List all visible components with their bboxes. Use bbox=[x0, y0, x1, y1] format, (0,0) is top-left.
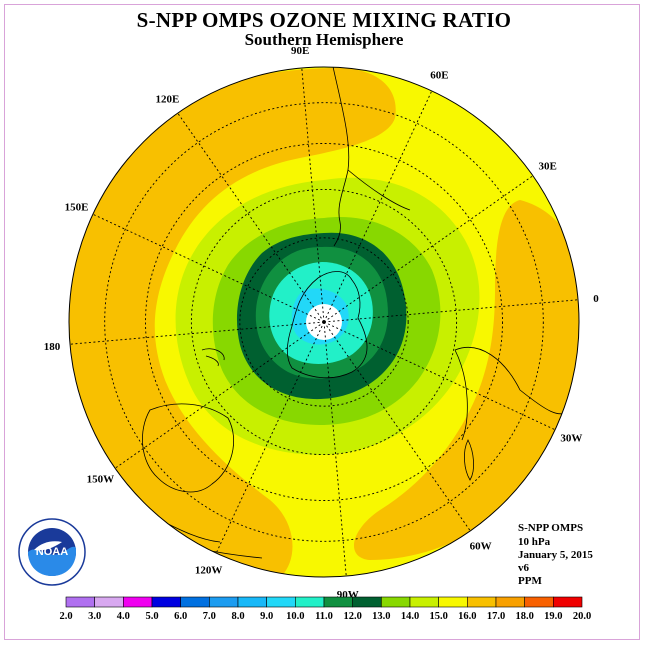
longitude-label: 180 bbox=[44, 341, 61, 353]
meridian-line bbox=[215, 321, 325, 554]
coast-australia bbox=[142, 403, 235, 493]
coast-africa bbox=[454, 347, 571, 441]
meridian-line bbox=[69, 321, 325, 345]
info-pressure: 10 hPa bbox=[518, 536, 551, 548]
coastlines bbox=[142, 67, 571, 577]
coast-new-zealand bbox=[201, 348, 225, 367]
info-units: PPM bbox=[518, 575, 542, 587]
meridian-line bbox=[114, 321, 325, 469]
longitude-label: 0 bbox=[593, 293, 599, 305]
ozone-field bbox=[69, 67, 579, 577]
meridian-line bbox=[323, 299, 579, 323]
longitude-label: 150E bbox=[65, 202, 89, 214]
longitude-label: 120E bbox=[155, 93, 179, 105]
meridian-line bbox=[92, 213, 325, 323]
longitude-label: 90E bbox=[291, 45, 309, 57]
info-version: v6 bbox=[518, 562, 529, 574]
map-title: S-NPP OMPS OZONE MIXING RATIO bbox=[136, 8, 512, 32]
meridian-line bbox=[323, 175, 534, 323]
figure-frame bbox=[4, 4, 640, 640]
meridian-line bbox=[323, 321, 471, 532]
map-boundary bbox=[68, 66, 580, 578]
svg-text:NOAA: NOAA bbox=[36, 546, 68, 558]
longitude-label: 60W bbox=[470, 541, 492, 553]
latitude-circle bbox=[104, 102, 544, 542]
meridian-line bbox=[323, 321, 556, 431]
longitude-label: 150W bbox=[87, 474, 115, 486]
latitude-circle bbox=[145, 143, 503, 501]
coast-antarctica bbox=[287, 271, 368, 379]
latitude-circle bbox=[239, 237, 409, 407]
longitude-label: 90W bbox=[337, 589, 359, 601]
meridian-line bbox=[323, 321, 347, 577]
graticule bbox=[69, 67, 579, 577]
field-16ppm-atlantic-indian bbox=[354, 200, 579, 560]
meridian-line bbox=[177, 112, 325, 323]
longitude-label: 120W bbox=[195, 564, 223, 576]
meridian-line bbox=[323, 90, 433, 323]
longitude-label: 60E bbox=[430, 70, 448, 82]
meridian-line bbox=[301, 67, 325, 323]
longitude-label: 30E bbox=[538, 160, 556, 172]
longitude-label: 30W bbox=[560, 432, 582, 444]
coast-south-america bbox=[331, 67, 411, 247]
info-date: January 5, 2015 bbox=[518, 549, 593, 561]
latitude-circle bbox=[190, 188, 458, 456]
coast-madagascar bbox=[464, 439, 474, 481]
map-subtitle: Southern Hemisphere bbox=[244, 30, 404, 49]
noaa-logo-icon: NOAA bbox=[18, 518, 86, 586]
info-instrument: S-NPP OMPS bbox=[518, 522, 584, 534]
